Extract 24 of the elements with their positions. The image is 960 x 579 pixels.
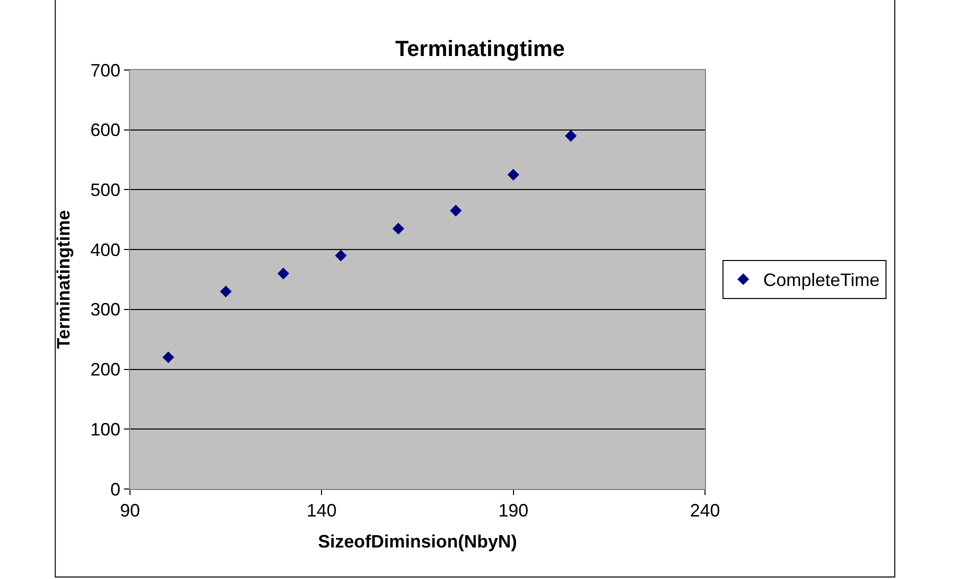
x-tick-label: 190 xyxy=(498,500,528,521)
x-axis-title: SizeofDiminsion(NbyN) xyxy=(318,532,518,552)
point xyxy=(277,268,290,280)
y-tick-label: 0 xyxy=(110,479,120,500)
y-tick-label: 600 xyxy=(90,120,120,140)
y-tick-label: 500 xyxy=(90,180,120,200)
y-tick-label: 700 xyxy=(90,60,120,80)
point xyxy=(162,351,174,364)
y-tick-label: 400 xyxy=(90,240,120,260)
point xyxy=(564,130,577,142)
point xyxy=(220,286,232,298)
y-tick-label: 100 xyxy=(90,419,120,440)
y-tick-label: 200 xyxy=(90,360,120,380)
point xyxy=(507,168,520,181)
point xyxy=(392,222,404,234)
point xyxy=(450,204,462,217)
legend-label: CompleteTime xyxy=(763,270,880,290)
y-tick-label: 300 xyxy=(90,300,120,320)
point xyxy=(334,250,347,262)
x-tick-label: 240 xyxy=(690,500,720,521)
chart-title: Terminatingtime xyxy=(395,36,565,61)
x-tick-label: 90 xyxy=(120,500,140,521)
x-tick-label: 140 xyxy=(306,500,337,521)
y-axis-title: Terminatingtime xyxy=(54,210,74,349)
